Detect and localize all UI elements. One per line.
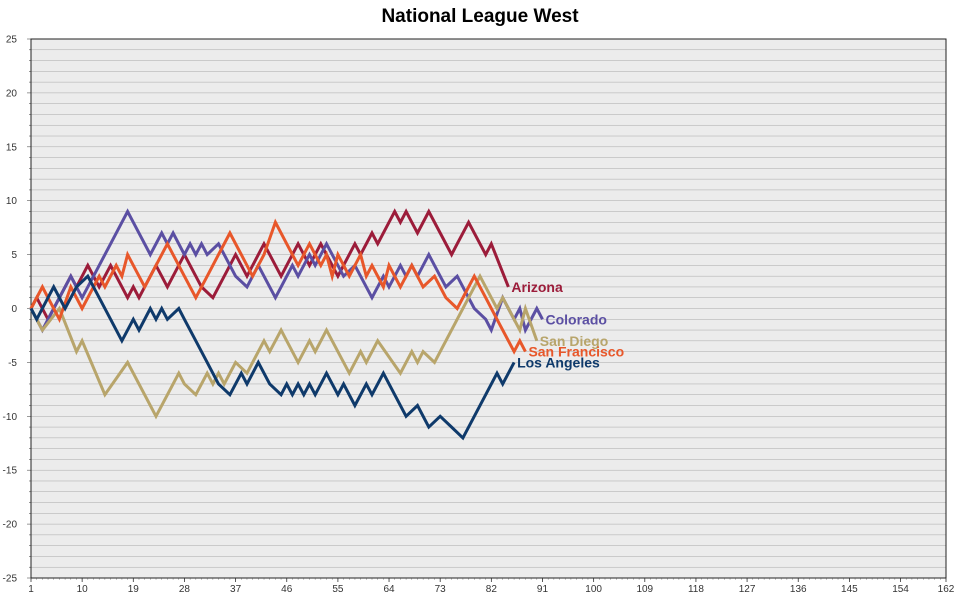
x-tick-label: 1 [28,584,34,595]
y-tick-label: -25 [3,574,18,585]
x-tick-label: 91 [537,584,549,595]
x-tick-label: 46 [281,584,293,595]
x-tick-label: 154 [892,584,909,595]
x-tick-label: 162 [938,584,955,595]
y-tick-label: 10 [6,196,18,207]
series-label-los-angeles: Los Angeles [517,354,600,370]
y-tick-label: -10 [3,412,18,423]
x-tick-label: 136 [790,584,807,595]
series-line-san-francisco [29,218,527,355]
x-tick-label: 109 [636,584,653,595]
y-tick-label: 25 [6,35,18,46]
x-tick-label: 73 [435,584,447,595]
series-label-san-diego: San Diego [540,333,608,349]
x-tick-label: 28 [179,584,191,595]
series-label-arizona: Arizona [511,279,563,295]
x-tick-label: 100 [585,584,602,595]
x-tick-label: 127 [739,584,756,595]
series-label-san-francisco: San Francisco [528,344,624,360]
y-tick-label: 15 [6,142,18,153]
y-tick-label: 0 [11,304,17,315]
x-tick-label: 82 [486,584,498,595]
y-tick-label: -15 [3,466,18,477]
y-tick-label: -5 [8,358,17,369]
x-tick-label: 10 [77,584,89,595]
x-tick-label: 55 [332,584,344,595]
series-line-colorado [29,208,544,335]
y-tick-label: -20 [3,520,18,531]
x-tick-label: 118 [688,584,704,595]
x-tick-label: 19 [128,584,140,595]
series-line-los-angeles [29,273,516,441]
x-tick-label: 37 [230,584,242,595]
series-line-san-diego [29,272,539,420]
series-label-colorado: Colorado [545,311,606,327]
x-tick-label: 145 [841,584,858,595]
chart-title: National League West [381,6,579,27]
y-tick-label: 20 [6,88,18,99]
y-tick-label: 5 [11,250,17,261]
x-tick-label: 64 [383,584,395,595]
